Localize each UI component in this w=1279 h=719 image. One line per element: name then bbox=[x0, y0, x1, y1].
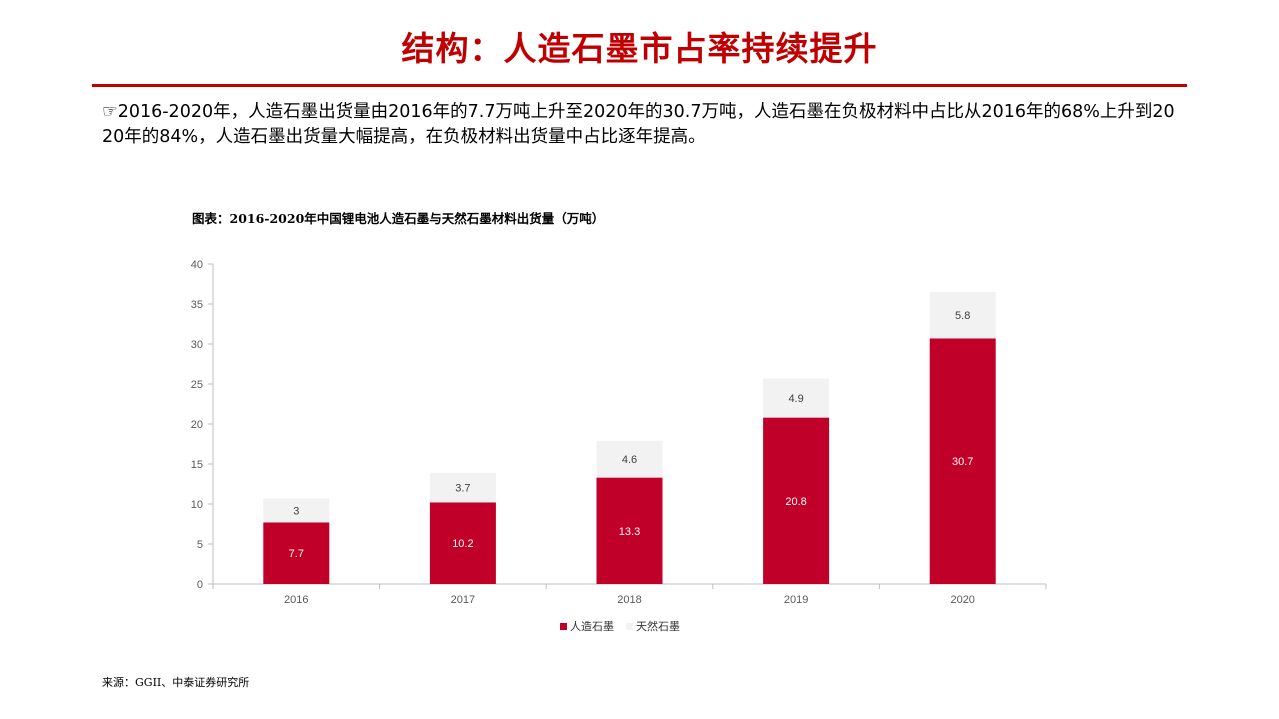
chart-title: 图表：2016-2020年中国锂电池人造石墨与天然石墨材料出货量（万吨） bbox=[192, 211, 605, 226]
data-label-natural-graphite: 4.6 bbox=[622, 454, 637, 466]
source-note: 来源：GGII、中泰证券研究所 bbox=[102, 676, 250, 689]
data-label-artificial-graphite: 10.2 bbox=[452, 538, 473, 550]
bar-natural-graphite bbox=[263, 498, 330, 523]
legend-label-artificial-graphite: 人造石墨 bbox=[570, 620, 614, 633]
legend-item-natural-graphite: 天然石墨 bbox=[626, 618, 680, 634]
x-tick-label: 2019 bbox=[784, 594, 808, 606]
y-tick-label: 0 bbox=[197, 579, 203, 591]
x-tick-label: 2020 bbox=[950, 594, 974, 606]
legend-swatch-natural-graphite bbox=[626, 622, 633, 630]
y-tick-label: 40 bbox=[191, 259, 203, 271]
data-label-artificial-graphite: 13.3 bbox=[619, 526, 640, 538]
chart-legend: 人造石墨 天然石墨 bbox=[560, 618, 680, 634]
y-tick-label: 20 bbox=[191, 419, 203, 431]
y-tick-label: 35 bbox=[191, 299, 203, 311]
bar-natural-graphite bbox=[763, 378, 830, 418]
pointing-hand-icon: ☞ bbox=[102, 102, 118, 122]
legend-item-artificial-graphite: 人造石墨 bbox=[560, 618, 614, 634]
x-tick-label: 2017 bbox=[451, 594, 475, 606]
data-label-natural-graphite: 4.9 bbox=[788, 393, 803, 405]
data-label-natural-graphite: 3.7 bbox=[455, 483, 470, 495]
y-tick-label: 15 bbox=[191, 459, 203, 471]
x-tick-label: 2018 bbox=[617, 594, 641, 606]
y-tick-label: 10 bbox=[191, 499, 203, 511]
y-tick-label: 25 bbox=[191, 379, 203, 391]
data-label-natural-graphite: 5.8 bbox=[955, 310, 970, 322]
bar-artificial-graphite bbox=[929, 338, 996, 584]
data-label-artificial-graphite: 7.7 bbox=[289, 548, 304, 560]
bar-artificial-graphite bbox=[596, 477, 663, 584]
y-tick-label: 30 bbox=[191, 339, 203, 351]
bar-artificial-graphite bbox=[263, 522, 330, 584]
page-title: 结构：人造石墨市占率持续提升 bbox=[401, 29, 878, 68]
y-tick-label: 5 bbox=[197, 539, 203, 551]
intro-paragraph: ☞2016-2020年，人造石墨出货量由2016年的7.7万吨上升至2020年的… bbox=[102, 100, 1182, 150]
title-divider bbox=[92, 84, 1187, 87]
legend-label-natural-graphite: 天然石墨 bbox=[636, 620, 680, 633]
x-tick-label: 2016 bbox=[284, 594, 308, 606]
bar-natural-graphite bbox=[929, 292, 996, 339]
bar-natural-graphite bbox=[596, 440, 663, 478]
data-label-natural-graphite: 3 bbox=[293, 505, 299, 517]
bar-natural-graphite bbox=[429, 472, 496, 503]
intro-text: 2016-2020年，人造石墨出货量由2016年的7.7万吨上升至2020年的3… bbox=[102, 102, 1175, 147]
data-label-artificial-graphite: 30.7 bbox=[952, 456, 973, 468]
bar-artificial-graphite bbox=[429, 502, 496, 584]
bar-artificial-graphite bbox=[763, 417, 830, 584]
legend-swatch-artificial-graphite bbox=[560, 622, 567, 630]
data-label-artificial-graphite: 20.8 bbox=[785, 496, 806, 508]
